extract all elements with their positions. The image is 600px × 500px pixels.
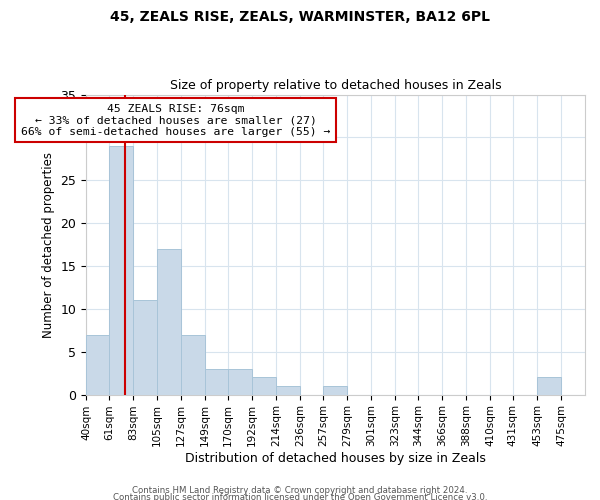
Text: 45 ZEALS RISE: 76sqm
← 33% of detached houses are smaller (27)
66% of semi-detac: 45 ZEALS RISE: 76sqm ← 33% of detached h… xyxy=(21,104,331,137)
Bar xyxy=(181,334,205,394)
Bar xyxy=(228,369,252,394)
Bar xyxy=(323,386,347,394)
Bar xyxy=(276,386,300,394)
Bar xyxy=(252,378,276,394)
Text: Contains public sector information licensed under the Open Government Licence v3: Contains public sector information licen… xyxy=(113,494,487,500)
Text: Contains HM Land Registry data © Crown copyright and database right 2024.: Contains HM Land Registry data © Crown c… xyxy=(132,486,468,495)
Bar xyxy=(109,146,133,394)
Bar xyxy=(157,249,181,394)
Bar xyxy=(537,378,561,394)
Title: Size of property relative to detached houses in Zeals: Size of property relative to detached ho… xyxy=(170,79,502,92)
Bar xyxy=(133,300,157,394)
Text: 45, ZEALS RISE, ZEALS, WARMINSTER, BA12 6PL: 45, ZEALS RISE, ZEALS, WARMINSTER, BA12 … xyxy=(110,10,490,24)
Bar xyxy=(86,334,109,394)
Y-axis label: Number of detached properties: Number of detached properties xyxy=(42,152,55,338)
Bar xyxy=(205,369,228,394)
X-axis label: Distribution of detached houses by size in Zeals: Distribution of detached houses by size … xyxy=(185,452,486,465)
